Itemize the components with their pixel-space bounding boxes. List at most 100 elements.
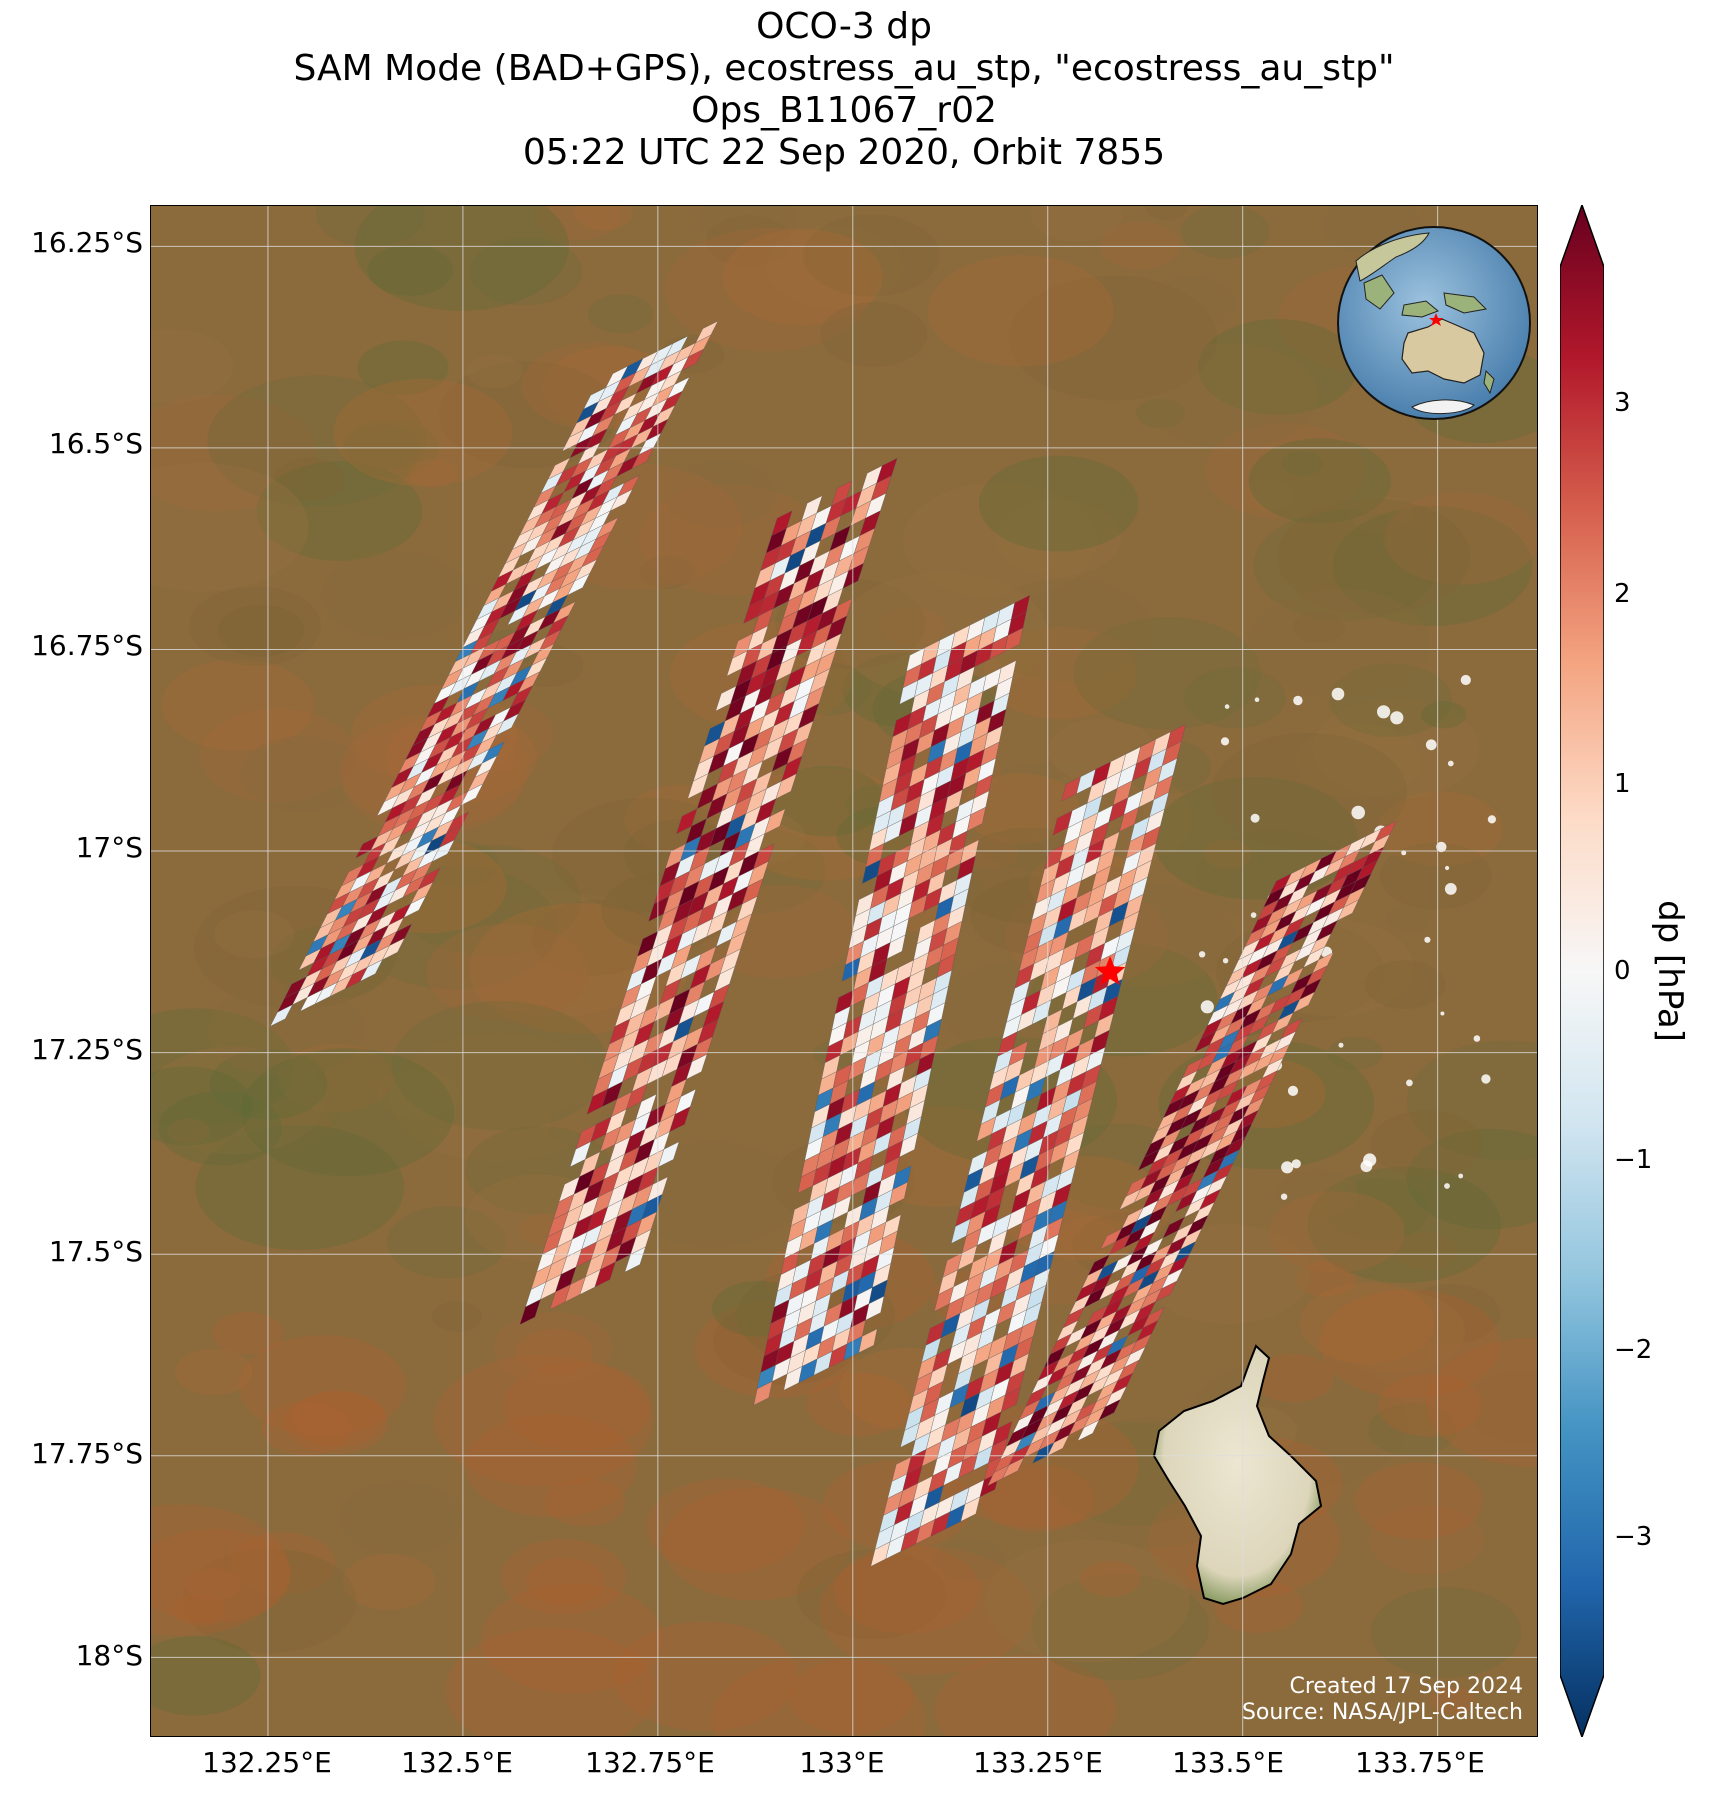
terrain-patch <box>208 983 365 1078</box>
terrain-patch <box>1300 1282 1436 1364</box>
terrain-patch <box>151 1008 295 1128</box>
terrain-patch <box>171 1593 226 1626</box>
cloud-patches <box>1198 674 1496 1200</box>
cloud-patch <box>1444 1183 1450 1189</box>
terrain-patch <box>1058 1215 1130 1259</box>
sounding-cell <box>889 1181 908 1207</box>
lat-tick-label: 18°S <box>75 1639 143 1672</box>
terrain-patch <box>1184 667 1286 729</box>
terrain-patch <box>182 1548 357 1653</box>
cloud-patch <box>1250 912 1257 918</box>
sounding-cell <box>631 446 655 470</box>
title-line-4: 05:22 UTC 22 Sep 2020, Orbit 7855 <box>522 132 1166 173</box>
terrain-patch <box>433 1354 653 1487</box>
cloud-patch <box>1293 695 1303 706</box>
colorbar-tick-label: 3 <box>1614 388 1631 418</box>
terrain-patch <box>1142 342 1319 449</box>
sounding-cell <box>269 1004 293 1027</box>
swath-3 <box>753 595 1031 1406</box>
terrain-patch <box>879 607 946 647</box>
terrain-patch <box>1136 398 1185 428</box>
cloud-patch <box>1331 687 1345 701</box>
terrain-patch <box>238 1335 407 1436</box>
sounding-cell <box>359 959 383 982</box>
credit-created: Created 17 Sep 2024 <box>1289 1674 1524 1699</box>
terrain-patch <box>1400 1284 1501 1344</box>
map-panel[interactable]: Created 17 Sep 2024 Source: NASA/JPL-Cal… <box>150 205 1538 1737</box>
lon-tick-label: 132.5°E <box>401 1746 513 1779</box>
terrain-patch <box>1329 663 1453 737</box>
colorbar-tick-label: 1 <box>1614 769 1631 799</box>
title-line-2: SAM Mode (BAD+GPS), ecostress_au_stp, "e… <box>293 48 1395 89</box>
terrain-patch <box>1327 1036 1384 1070</box>
terrain-patch <box>1073 617 1261 730</box>
terrain-patch <box>1292 611 1345 644</box>
terrain-patch <box>386 1206 507 1279</box>
terrain-patch <box>151 1528 292 1623</box>
target-star-icon <box>1094 956 1126 985</box>
terrain-patch <box>531 900 658 976</box>
terrain-patch <box>278 1043 393 1113</box>
terrain-patch <box>1295 723 1422 800</box>
terrain-patch <box>389 1032 606 1163</box>
terrain-patch <box>1203 839 1252 869</box>
cloud-patch <box>1444 883 1457 895</box>
terrain-patch <box>209 1048 328 1120</box>
cloud-patch <box>1460 674 1471 686</box>
lon-tick-label: 132.25°E <box>202 1746 332 1779</box>
terrain-patch <box>256 461 423 561</box>
terrain-patch <box>978 455 1139 552</box>
terrain-patch <box>1204 422 1365 519</box>
terrain-patch <box>1276 1169 1358 1219</box>
terrain-patch <box>1351 496 1414 534</box>
cloud-patch <box>1254 697 1260 702</box>
colorbar-tick-label: 0 <box>1614 956 1631 986</box>
terrain-patch <box>1180 206 1270 259</box>
colorbar-label: dp [hPa] <box>1650 900 1690 1042</box>
terrain-patch <box>1319 1289 1501 1398</box>
terrain-patch <box>431 1301 483 1332</box>
lon-tick-label: 133.5°E <box>1172 1746 1284 1779</box>
terrain-patch <box>1211 733 1407 850</box>
terrain-patch <box>396 844 581 956</box>
terrain-patch <box>1277 498 1471 615</box>
terrain-patch <box>189 586 321 666</box>
terrain-patch <box>927 255 1114 367</box>
lat-tick-label: 16.75°S <box>31 629 143 662</box>
terrain-patch <box>357 340 449 396</box>
terrain-patch <box>699 206 798 250</box>
terrain-patch <box>466 354 523 389</box>
swath-2 <box>519 457 898 1325</box>
cloud-patch <box>1440 1011 1445 1016</box>
terrain-patch <box>354 206 569 311</box>
swath-4 <box>870 724 1186 1567</box>
sounding-cell <box>1155 1280 1178 1303</box>
terrain-patch <box>834 1546 981 1634</box>
cloud-patch <box>1287 1085 1299 1096</box>
terrain-patch <box>767 766 886 837</box>
terrain-patch <box>574 206 633 231</box>
locator-globe-inset <box>1337 226 1531 420</box>
terrain-patch <box>284 1391 389 1454</box>
terrain-patch <box>493 1311 613 1384</box>
terrain-patch <box>151 1066 253 1146</box>
terrain-patch <box>1332 506 1533 626</box>
terrain-patch <box>231 1532 336 1595</box>
terrain-patch <box>711 1656 926 1736</box>
title-line-3: Ops_B11067_r02 <box>691 90 997 131</box>
cloud-patch <box>1338 1042 1344 1048</box>
terrain-patch <box>995 499 1122 576</box>
terrain-patch <box>588 294 653 334</box>
terrain-patch <box>444 1627 655 1736</box>
cloud-patch <box>1222 958 1229 964</box>
colorbar-tick-label: −3 <box>1614 1522 1653 1552</box>
cloud-patch <box>1473 1035 1481 1042</box>
terrain-patch <box>1145 206 1188 220</box>
terrain-patch <box>212 1312 284 1355</box>
terrain-patch <box>516 1328 594 1375</box>
cloud-patch <box>1377 705 1391 719</box>
terrain-patch <box>1080 1561 1141 1597</box>
terrain-patch <box>367 244 453 296</box>
terrain-patch <box>376 1069 459 1119</box>
lat-tick-label: 16.25°S <box>31 226 143 259</box>
